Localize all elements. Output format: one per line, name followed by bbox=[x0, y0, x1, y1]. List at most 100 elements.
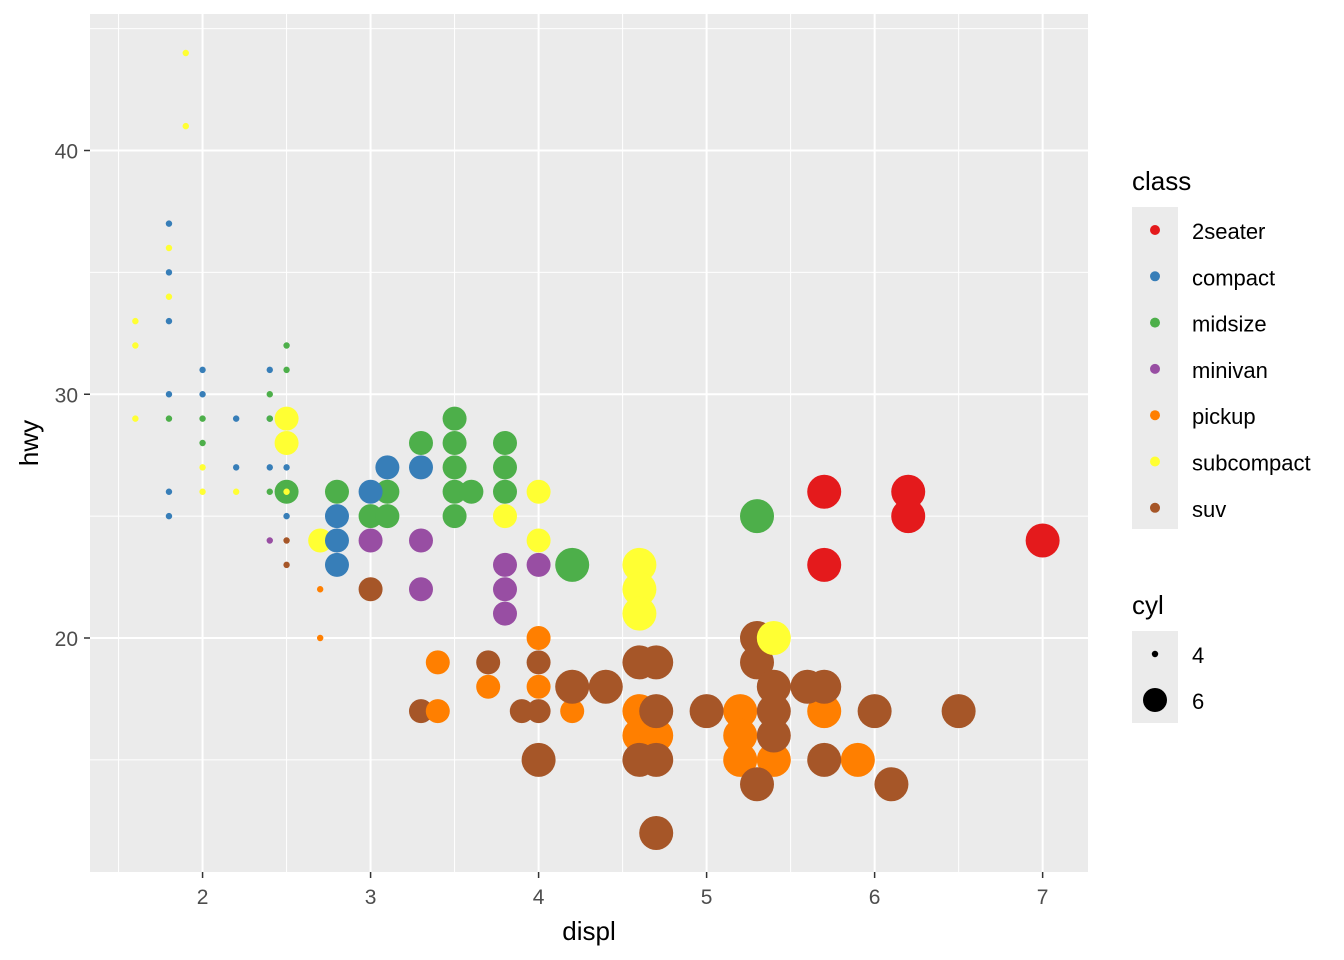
data-point bbox=[476, 650, 501, 675]
data-point bbox=[639, 816, 674, 850]
data-point bbox=[526, 699, 551, 724]
x-tick-label: 5 bbox=[701, 886, 713, 909]
legend-key-compact bbox=[1150, 271, 1160, 282]
data-point bbox=[526, 479, 551, 504]
data-point bbox=[182, 49, 189, 57]
data-point bbox=[324, 528, 349, 553]
data-point bbox=[857, 694, 892, 729]
data-point bbox=[442, 479, 467, 504]
data-point bbox=[165, 512, 173, 520]
data-point bbox=[199, 464, 206, 471]
x-tick-label: 3 bbox=[365, 886, 377, 909]
data-point bbox=[521, 742, 556, 777]
legend-key-suv bbox=[1150, 502, 1160, 513]
size-label-6: 6 bbox=[1192, 689, 1204, 714]
data-point bbox=[165, 220, 173, 227]
data-point bbox=[723, 718, 758, 753]
data-point bbox=[689, 694, 724, 729]
data-point bbox=[1025, 523, 1060, 558]
x-tick-label: 4 bbox=[533, 886, 545, 909]
data-point bbox=[358, 479, 383, 504]
data-point bbox=[324, 479, 349, 504]
data-point bbox=[807, 474, 842, 509]
data-point bbox=[274, 406, 299, 431]
data-point bbox=[526, 674, 551, 699]
data-point bbox=[324, 504, 349, 529]
data-point bbox=[442, 504, 467, 529]
data-point bbox=[526, 552, 551, 577]
data-point bbox=[358, 504, 383, 529]
legend-label-pickup: pickup bbox=[1192, 404, 1256, 429]
data-point bbox=[442, 431, 467, 455]
data-point bbox=[182, 122, 189, 130]
data-point bbox=[324, 552, 349, 577]
data-point bbox=[425, 650, 450, 675]
data-point bbox=[941, 694, 976, 729]
data-point bbox=[165, 488, 173, 495]
x-tick-label: 2 bbox=[197, 886, 209, 909]
data-point bbox=[266, 415, 273, 422]
data-point bbox=[492, 504, 517, 529]
data-point bbox=[165, 415, 173, 422]
data-point bbox=[408, 431, 433, 455]
data-point bbox=[232, 415, 240, 422]
data-point bbox=[358, 577, 383, 602]
data-point bbox=[740, 499, 775, 534]
data-point bbox=[283, 512, 290, 520]
data-point bbox=[316, 586, 324, 593]
data-point bbox=[756, 718, 791, 753]
data-point bbox=[756, 742, 791, 777]
legend-key-pickup bbox=[1150, 410, 1160, 421]
x-tick-label: 6 bbox=[869, 886, 881, 909]
data-point bbox=[316, 634, 324, 642]
data-point bbox=[476, 674, 501, 699]
data-point bbox=[283, 366, 290, 374]
data-point bbox=[740, 645, 775, 680]
plot-panel bbox=[90, 14, 1088, 872]
y-tick-label: 30 bbox=[55, 384, 78, 407]
data-point bbox=[408, 577, 433, 602]
data-point bbox=[526, 626, 551, 650]
data-point bbox=[756, 669, 791, 704]
legend-label-minivan: minivan bbox=[1192, 358, 1268, 383]
size-label-4: 4 bbox=[1192, 643, 1204, 668]
data-point bbox=[266, 488, 273, 495]
data-point bbox=[165, 244, 173, 252]
data-point bbox=[199, 391, 206, 398]
data-point bbox=[283, 464, 290, 471]
data-point bbox=[199, 415, 206, 422]
data-point bbox=[874, 767, 909, 802]
data-point bbox=[807, 694, 842, 729]
data-point bbox=[199, 439, 206, 447]
points-layer bbox=[132, 49, 1060, 850]
data-point bbox=[807, 547, 842, 582]
data-point bbox=[891, 474, 926, 509]
legend-key-2seater bbox=[1150, 225, 1160, 235]
legend-key-midsize bbox=[1150, 317, 1160, 328]
data-point bbox=[165, 269, 173, 276]
data-point bbox=[274, 431, 299, 455]
data-point bbox=[459, 479, 484, 504]
legend-label-subcompact: subcompact bbox=[1192, 451, 1311, 476]
data-point bbox=[283, 488, 290, 495]
legend: class 2seater compact midsize minivan pickup… bbox=[1132, 166, 1311, 723]
data-point bbox=[492, 479, 517, 504]
data-point bbox=[408, 528, 433, 553]
data-point bbox=[199, 366, 206, 374]
size-key-4 bbox=[1151, 650, 1159, 658]
data-point bbox=[492, 431, 517, 455]
data-point bbox=[622, 572, 657, 607]
data-point bbox=[358, 528, 383, 553]
data-point bbox=[639, 718, 674, 753]
data-point bbox=[165, 391, 173, 398]
legend-label-compact: compact bbox=[1192, 265, 1275, 290]
data-point bbox=[442, 455, 467, 480]
legend-label-2seater: 2seater bbox=[1192, 219, 1265, 244]
data-point bbox=[132, 317, 139, 325]
data-point bbox=[807, 742, 842, 777]
data-point bbox=[492, 552, 517, 577]
data-point bbox=[622, 596, 657, 631]
y-axis-title: hwy bbox=[14, 420, 44, 466]
data-point bbox=[756, 621, 791, 655]
